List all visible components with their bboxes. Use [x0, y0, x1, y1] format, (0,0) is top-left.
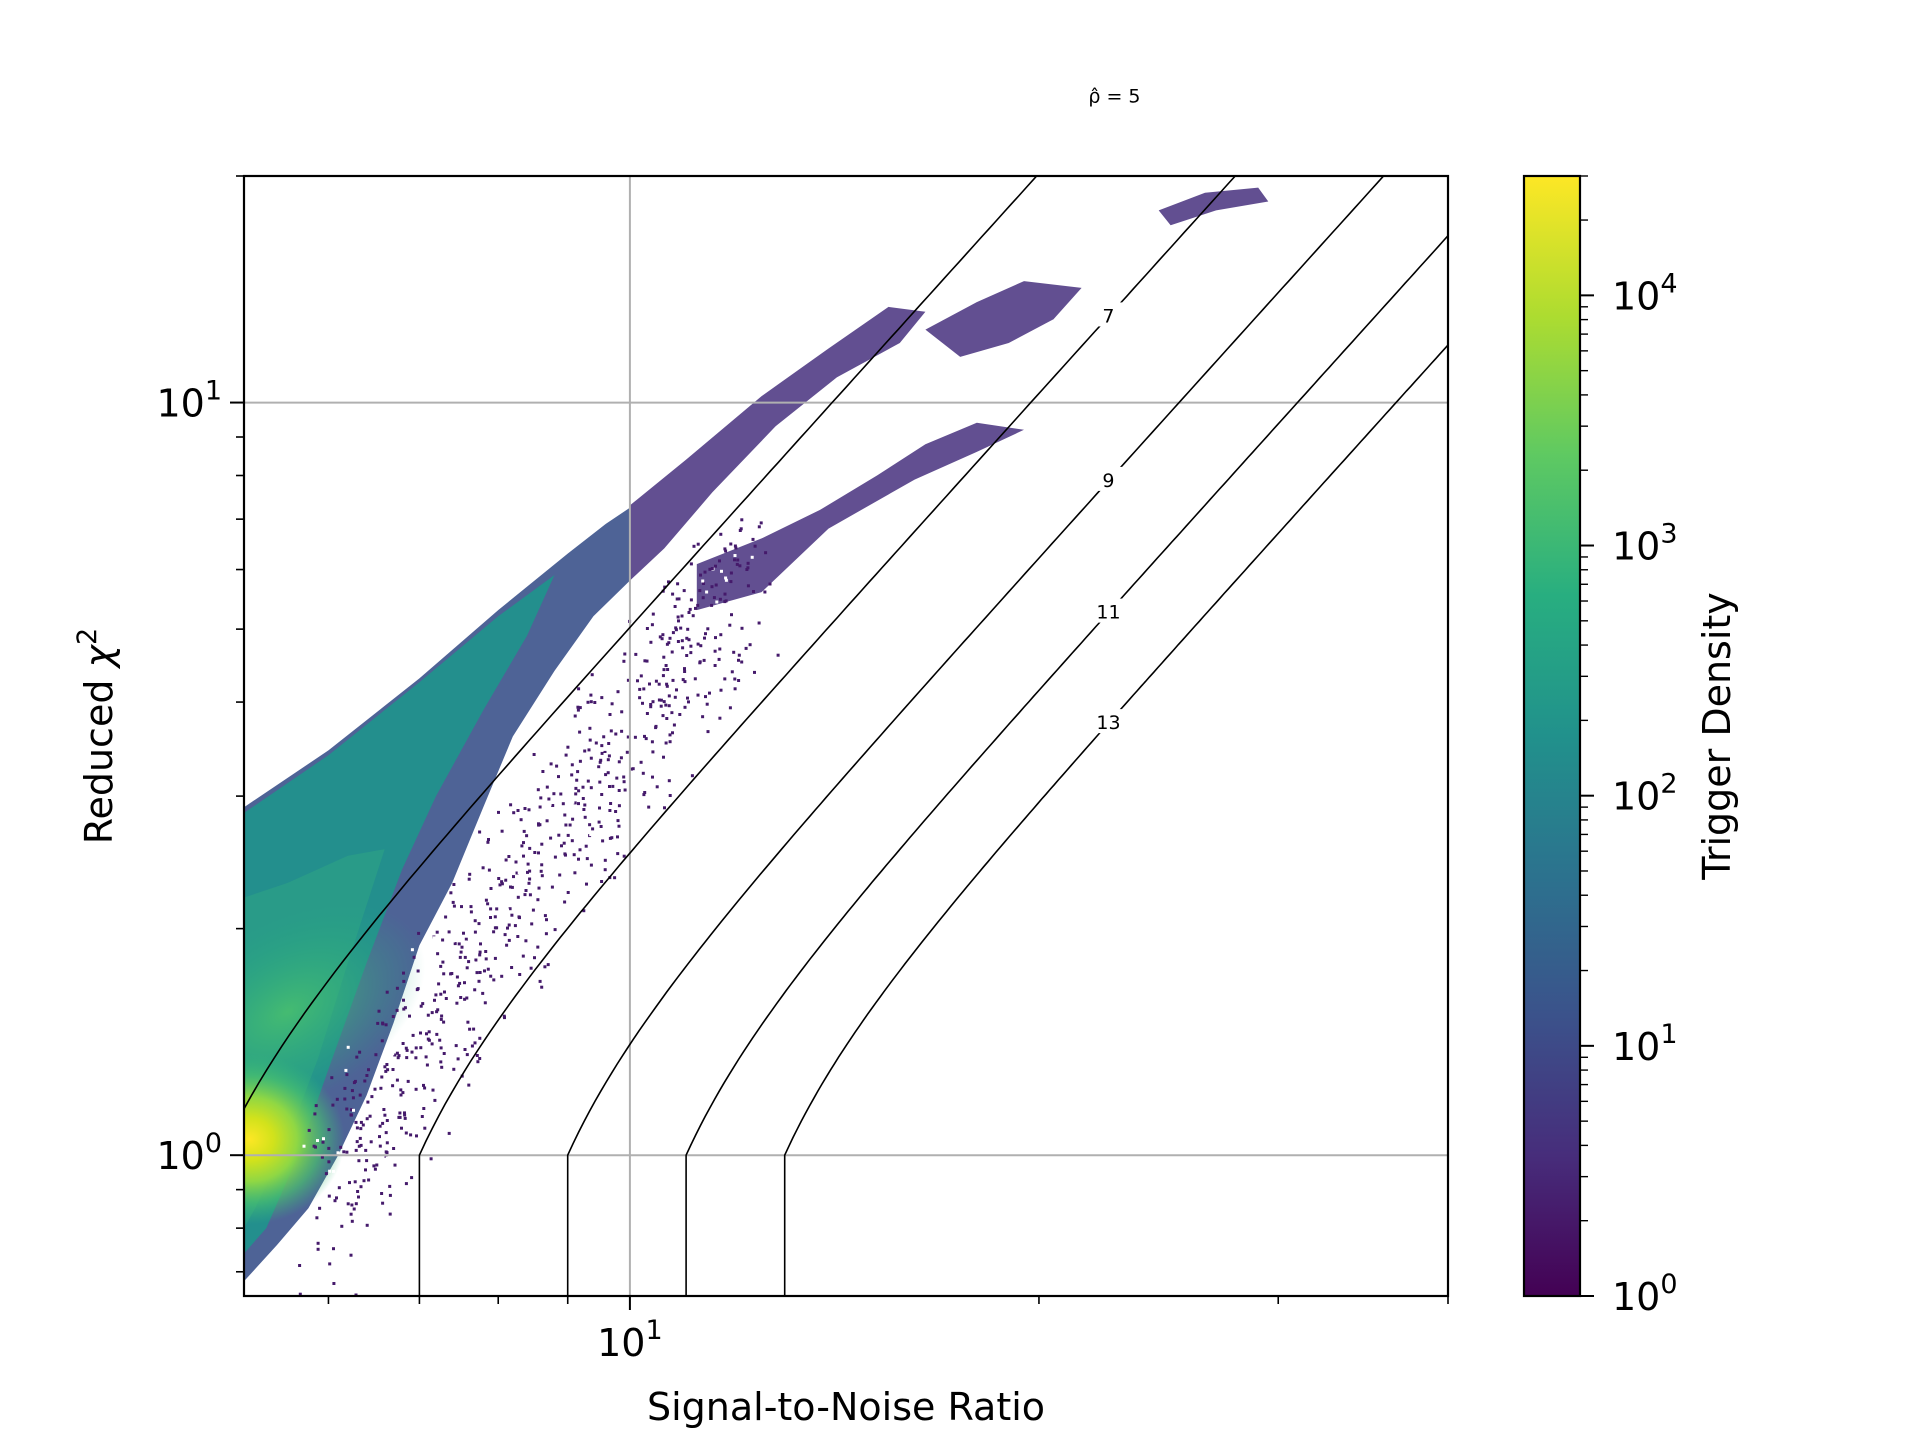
y-tick-label-base: 10	[156, 1134, 204, 1178]
x-tick-label: 101	[597, 1315, 663, 1365]
contour-labels: ρ̂ = 5 7 9 11 13	[1088, 85, 1140, 734]
colorbar-tick-exp: 1	[1660, 1019, 1677, 1050]
colorbar-label: Trigger Density	[1695, 592, 1739, 881]
colorbar-tick-label: 100	[1612, 1269, 1678, 1319]
contour-label-bg	[1092, 709, 1125, 734]
grid-lines	[244, 176, 1448, 1296]
colorbar-tick-base: 10	[1612, 1275, 1660, 1319]
density-green-band	[244, 903, 426, 1121]
contour-lines	[244, 176, 1448, 1296]
contour-label-bg	[1092, 466, 1125, 491]
contour-label-rho-7: 7	[1102, 305, 1114, 327]
colorbar-tick-label: 102	[1612, 769, 1678, 819]
plot-frame	[242, 174, 1450, 1298]
colorbar-tick-exp: 3	[1660, 519, 1677, 550]
y-tick-label: 101	[156, 376, 222, 426]
colorbar-tick-exp: 0	[1660, 1269, 1677, 1300]
contour-line-rho-11	[685, 235, 1448, 1296]
density-tail-region-3	[925, 281, 1082, 357]
density-tail-region-2	[696, 422, 1024, 611]
density-sparse-points	[298, 507, 780, 1296]
density-outer-region	[244, 507, 630, 1282]
contour-label-bg	[1092, 598, 1125, 623]
colorbar-tick-label: 101	[1612, 1019, 1678, 1069]
colorbar-tick-exp: 4	[1660, 268, 1677, 299]
density-peak	[244, 1054, 345, 1225]
y-axis-label-symbol: χ	[77, 643, 121, 669]
colorbar-tick-exp: 2	[1660, 769, 1677, 800]
contour-line-rho-5	[244, 176, 1038, 1110]
y-axis-label: Reduced χ2	[72, 628, 121, 844]
y-axis-label-sup: 2	[72, 628, 103, 645]
colorbar-tick-label: 104	[1612, 268, 1678, 318]
y-tick-label-exp: 0	[205, 1128, 222, 1159]
y-tick-label-exp: 1	[205, 376, 222, 407]
density-tail-region-1	[629, 306, 926, 581]
contour-label-rho-13: 13	[1096, 712, 1120, 734]
density-map	[244, 187, 1269, 1296]
y-tick-label-base: 10	[156, 382, 204, 426]
contour-line-rho-9	[566, 176, 1385, 1296]
contour-label-rho-9: 9	[1102, 470, 1114, 492]
contour-label-rho-5: ρ̂ = 5	[1088, 85, 1140, 107]
x-tick-label-exp: 1	[645, 1315, 662, 1346]
colorbar-frame	[1522, 174, 1582, 1298]
colorbar	[1524, 176, 1580, 1296]
density-tail-region-4	[1158, 187, 1269, 226]
x-axis-label: Signal-to-Noise Ratio	[647, 1385, 1045, 1429]
contour-label-bg	[1092, 302, 1125, 327]
contour-line-rho-7	[418, 176, 1237, 1296]
colorbar-tick-base: 10	[1612, 775, 1660, 819]
contour-label-rho-11: 11	[1096, 602, 1120, 624]
colorbar-tick-base: 10	[1612, 1025, 1660, 1069]
colorbar-tick-base: 10	[1612, 525, 1660, 569]
y-tick-label: 100	[156, 1128, 222, 1178]
colorbar-tick-label: 103	[1612, 519, 1678, 569]
x-tick-label-base: 10	[597, 1321, 645, 1365]
y-axis-label-text: Reduced	[77, 667, 121, 844]
colorbar-tick-base: 10	[1612, 274, 1660, 318]
